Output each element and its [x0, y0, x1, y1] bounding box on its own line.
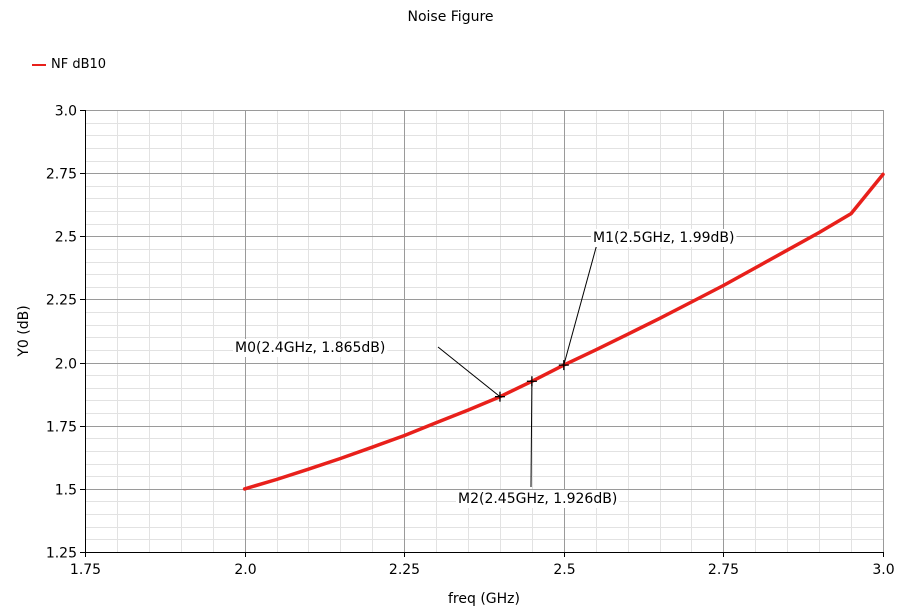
x-tick-label: 2.25 [389, 562, 420, 578]
x-axis-label: freq (GHz) [448, 591, 520, 607]
legend-label: NF dB10 [51, 57, 107, 72]
y-tick-label: 2.5 [55, 230, 77, 246]
marker-label-background [591, 229, 737, 247]
marker-leader-line [437, 346, 501, 398]
marker-label: M2(2.45GHz, 1.926dB) [458, 491, 617, 507]
major-grid [85, 110, 884, 553]
marker-label-background [456, 490, 620, 508]
legend-swatch [32, 63, 46, 66]
minor-grid [85, 110, 884, 553]
x-tick-label: 2.5 [553, 562, 575, 578]
marker-label-background [233, 339, 388, 357]
y-tick-label: 2.25 [46, 293, 77, 309]
y-axis-label: Y0 (dB) [16, 305, 32, 357]
x-tick-label: 2.0 [234, 562, 256, 578]
legend: NF dB10 [32, 57, 106, 72]
x-tick-label: 1.75 [70, 562, 101, 578]
y-tick-label: 3.0 [55, 104, 77, 120]
y-tick-label: 1.25 [46, 546, 77, 562]
marker-leader-line [563, 243, 598, 366]
x-tick-label: 3.0 [872, 562, 894, 578]
marker-label: M0(2.4GHz, 1.865dB) [235, 340, 385, 356]
y-tick-label: 2.0 [55, 357, 77, 373]
y-tick-label: 1.5 [55, 483, 77, 499]
x-tick-label: 2.75 [708, 562, 739, 578]
chart-title: Noise Figure [407, 9, 494, 25]
marker-leader-line [530, 381, 533, 488]
y-tick-label: 2.75 [46, 167, 77, 183]
y-tick-label: 1.75 [46, 420, 77, 436]
marker-label: M1(2.5GHz, 1.99dB) [593, 230, 734, 246]
